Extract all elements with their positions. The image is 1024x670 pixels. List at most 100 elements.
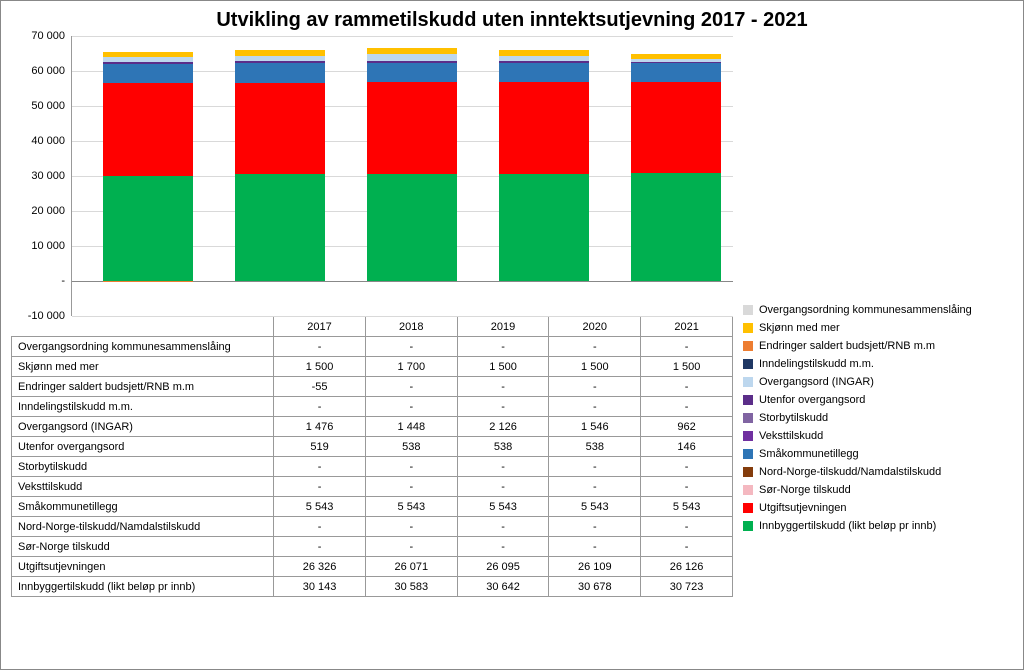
bar-segment: [235, 174, 325, 281]
table-cell: 538: [365, 437, 457, 457]
table-cell: -: [641, 377, 733, 397]
legend-item: Innbyggertilskudd (likt beløp pr innb): [743, 520, 1013, 532]
y-tick-label: 30 000: [31, 170, 65, 182]
legend-item: Sør-Norge tilskudd: [743, 484, 1013, 496]
table-row: Overgangsordning kommunesammenslåing----…: [12, 337, 733, 357]
data-table: 20172018201920202021 Overgangsordning ko…: [11, 316, 733, 597]
y-tick-label: -10 000: [28, 310, 65, 322]
table-cell: -: [457, 477, 549, 497]
table-cell: -: [457, 397, 549, 417]
legend-label: Sør-Norge tilskudd: [759, 484, 851, 496]
bar-group: [235, 50, 325, 281]
legend-item: Storbytilskudd: [743, 412, 1013, 424]
table-cell: -: [365, 517, 457, 537]
legend-swatch: [743, 341, 753, 351]
legend-label: Småkommunetillegg: [759, 448, 859, 460]
table-row: Overgangsord (INGAR)1 4761 4482 1261 546…: [12, 417, 733, 437]
y-tick-label: 60 000: [31, 65, 65, 77]
table-cell: 538: [549, 437, 641, 457]
table-cell: -: [457, 517, 549, 537]
chart-table-column: -10 000-10 00020 00030 00040 00050 00060…: [11, 36, 733, 659]
table-cell: 1 476: [274, 417, 366, 437]
legend-swatch: [743, 359, 753, 369]
legend-label: Storbytilskudd: [759, 412, 828, 424]
legend-swatch: [743, 449, 753, 459]
table-area: 20172018201920202021 Overgangsordning ko…: [11, 316, 733, 659]
legend-swatch: [743, 323, 753, 333]
legend-item: Overgangsord (INGAR): [743, 376, 1013, 388]
table-cell: 5 543: [457, 497, 549, 517]
table-cell: -: [274, 457, 366, 477]
table-cell: 26 109: [549, 557, 641, 577]
table-cell: 1 448: [365, 417, 457, 437]
y-tick-label: 50 000: [31, 100, 65, 112]
table-cell: -: [549, 377, 641, 397]
table-cell: 30 642: [457, 577, 549, 597]
legend-item: Overgangsordning kommunesammenslåing: [743, 304, 1013, 316]
y-tick-label: 20 000: [31, 205, 65, 217]
table-cell: -: [274, 477, 366, 497]
legend-swatch: [743, 413, 753, 423]
table-row: Småkommunetillegg5 5435 5435 5435 5435 5…: [12, 497, 733, 517]
table-row: Innbyggertilskudd (likt beløp pr innb) 30…: [12, 577, 733, 597]
bar-segment: [103, 83, 193, 175]
bar-group: [367, 48, 457, 281]
table-cell: -: [365, 457, 457, 477]
row-label: Overgangsord (INGAR): [12, 417, 274, 437]
table-cell: -: [274, 517, 366, 537]
table-cell: -: [457, 537, 549, 557]
bar-segment: [499, 63, 589, 82]
table-cell: -: [457, 337, 549, 357]
legend-label: Inndelingstilskudd m.m.: [759, 358, 874, 370]
table-cell: -: [274, 397, 366, 417]
table-row: Endringer saldert budsjett/RNB m.m-55---…: [12, 377, 733, 397]
table-cell: 1 500: [549, 357, 641, 377]
legend: Overgangsordning kommunesammenslåing Skjø…: [733, 36, 1013, 659]
legend-item: Skjønn med mer: [743, 322, 1013, 334]
bar-segment: [103, 176, 193, 282]
table-cell: -: [457, 457, 549, 477]
bar-segment: [631, 82, 721, 173]
year-header: 2017: [274, 317, 366, 337]
legend-label: Skjønn med mer: [759, 322, 840, 334]
bar-segment: [367, 54, 457, 61]
year-header: 2018: [365, 317, 457, 337]
plot-area: [71, 36, 733, 316]
row-label: Overgangsordning kommunesammenslåing: [12, 337, 274, 357]
table-body: Overgangsordning kommunesammenslåing----…: [12, 337, 733, 597]
table-cell: -: [641, 537, 733, 557]
bar-segment: [103, 64, 193, 83]
y-tick-label: 70 000: [31, 30, 65, 42]
bar-group: [499, 50, 589, 281]
table-row: Veksttilskudd-----: [12, 477, 733, 497]
bar-segment: [499, 174, 589, 281]
row-label: Innbyggertilskudd (likt beløp pr innb): [12, 577, 274, 597]
legend-item: Småkommunetillegg: [743, 448, 1013, 460]
table-cell: 30 678: [549, 577, 641, 597]
row-label: Veksttilskudd: [12, 477, 274, 497]
table-cell: 1 700: [365, 357, 457, 377]
table-cell: 146: [641, 437, 733, 457]
table-cell: 5 543: [549, 497, 641, 517]
table-cell: 1 546: [549, 417, 641, 437]
bar-group: [103, 52, 193, 281]
y-tick-label: 10 000: [31, 240, 65, 252]
table-cell: 1 500: [641, 357, 733, 377]
table-cell: 2 126: [457, 417, 549, 437]
legend-swatch: [743, 467, 753, 477]
table-cell: 519: [274, 437, 366, 457]
row-label: Inndelingstilskudd m.m.: [12, 397, 274, 417]
legend-label: Endringer saldert budsjett/RNB m.m: [759, 340, 935, 352]
table-row: Utenfor overgangsord519538538538146: [12, 437, 733, 457]
table-cell: -: [274, 337, 366, 357]
table-cell: 1 500: [274, 357, 366, 377]
table-cell: -: [365, 377, 457, 397]
table-row: Sør-Norge tilskudd-----: [12, 537, 733, 557]
y-tick-label: -: [61, 275, 65, 287]
table-cell: 26 095: [457, 557, 549, 577]
table-cell: -: [549, 397, 641, 417]
table-cell: 538: [457, 437, 549, 457]
legend-item: Utgiftsutjevningen: [743, 502, 1013, 514]
table-cell: 962: [641, 417, 733, 437]
row-label: Storbytilskudd: [12, 457, 274, 477]
